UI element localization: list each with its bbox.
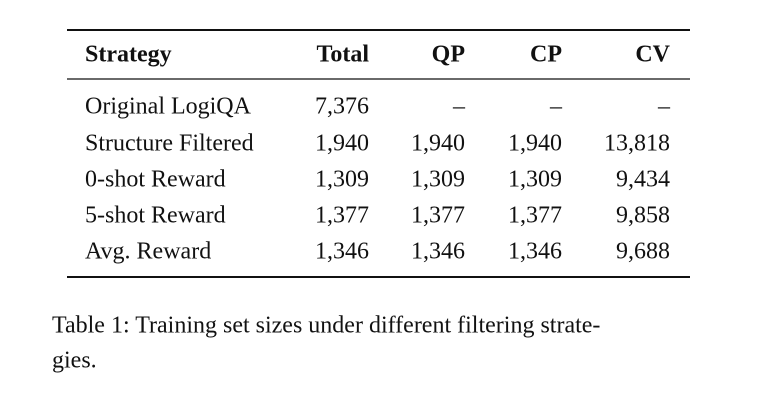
- table-cell: 7,376: [315, 94, 369, 120]
- table-cell: Avg. Reward: [85, 239, 211, 265]
- table-cell: –: [549, 94, 563, 120]
- header-cell: Strategy: [85, 42, 172, 68]
- header-cell: Total: [317, 42, 370, 68]
- header-cell: CV: [635, 42, 670, 68]
- caption-line: Table 1: Training set sizes under differ…: [52, 313, 600, 339]
- table-cell: 1,377: [411, 203, 465, 229]
- table-cell: 1,940: [411, 131, 465, 157]
- table-cell: 0-shot Reward: [85, 167, 226, 193]
- table-cell: 1,940: [315, 131, 369, 157]
- table-cell: 5-shot Reward: [85, 203, 226, 229]
- table-cell: 1,377: [315, 203, 369, 229]
- table-cell: 9,434: [616, 167, 670, 193]
- table-cell: 1,309: [411, 167, 465, 193]
- table-cell: –: [452, 94, 466, 120]
- table-cell: 9,688: [616, 239, 670, 265]
- table-cell: –: [657, 94, 671, 120]
- header-cell: QP: [432, 42, 465, 68]
- table-cell: Structure Filtered: [85, 131, 254, 157]
- caption-line: gies.: [52, 348, 97, 374]
- table-cell: 1,309: [315, 167, 369, 193]
- table-cell: 1,940: [508, 131, 562, 157]
- table-cell: 1,309: [508, 167, 562, 193]
- table-cell: 1,346: [315, 239, 369, 265]
- table-cell: Original LogiQA: [85, 94, 252, 120]
- table-cell: 1,377: [508, 203, 562, 229]
- table-cell: 9,858: [616, 203, 670, 229]
- table-cell: 1,346: [411, 239, 465, 265]
- table-cell: 13,818: [604, 131, 670, 157]
- header-cell: CP: [530, 42, 562, 68]
- table-cell: 1,346: [508, 239, 562, 265]
